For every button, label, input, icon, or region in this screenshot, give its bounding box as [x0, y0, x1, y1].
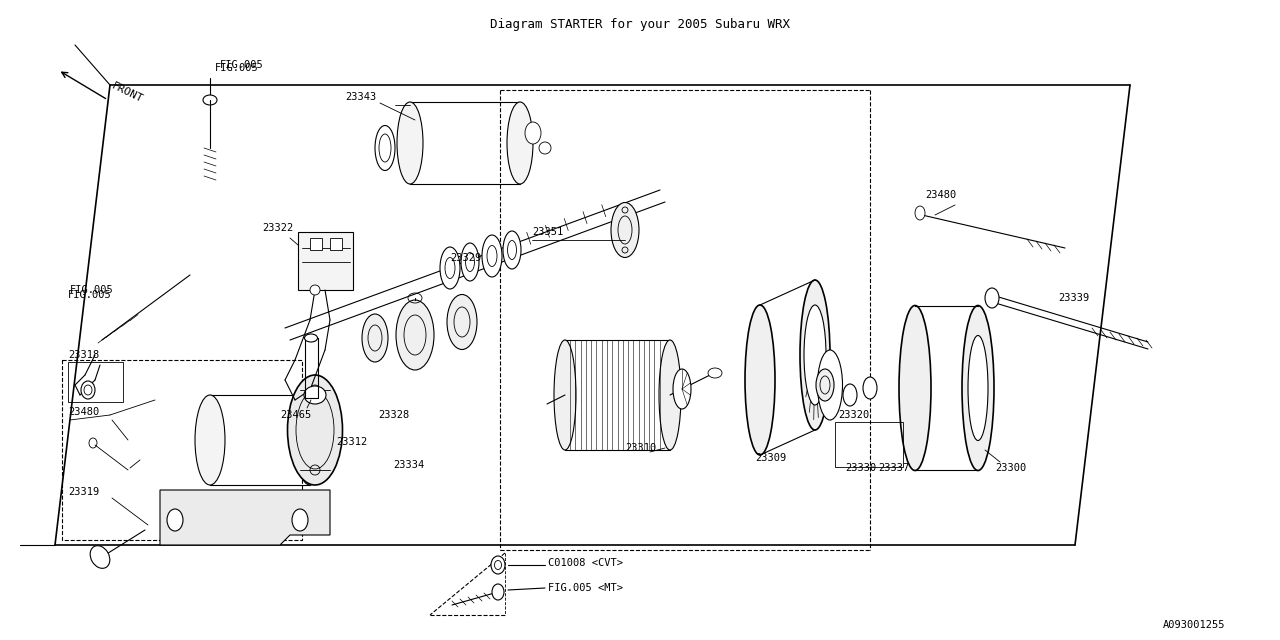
- Ellipse shape: [288, 375, 343, 485]
- Ellipse shape: [461, 243, 479, 281]
- Ellipse shape: [362, 314, 388, 362]
- Ellipse shape: [305, 386, 326, 404]
- Ellipse shape: [986, 288, 998, 308]
- Ellipse shape: [800, 280, 829, 430]
- Text: 23312: 23312: [337, 437, 367, 447]
- Polygon shape: [160, 490, 330, 545]
- Ellipse shape: [166, 509, 183, 531]
- Ellipse shape: [611, 202, 639, 257]
- Ellipse shape: [863, 377, 877, 399]
- Ellipse shape: [195, 395, 225, 485]
- Ellipse shape: [963, 305, 995, 470]
- Ellipse shape: [397, 102, 422, 184]
- Ellipse shape: [525, 122, 541, 144]
- Ellipse shape: [294, 395, 325, 485]
- Ellipse shape: [204, 95, 218, 105]
- Text: 23322: 23322: [262, 223, 293, 233]
- Bar: [298, 232, 353, 290]
- Ellipse shape: [554, 340, 576, 450]
- Text: 23330: 23330: [845, 463, 877, 473]
- Ellipse shape: [708, 368, 722, 378]
- Text: 23337: 23337: [878, 463, 909, 473]
- Bar: [330, 238, 342, 250]
- Text: FRONT: FRONT: [110, 81, 145, 104]
- Ellipse shape: [492, 556, 506, 574]
- Text: 23329: 23329: [451, 253, 481, 263]
- Text: 23310: 23310: [625, 443, 657, 453]
- Ellipse shape: [844, 384, 858, 406]
- Text: 23328: 23328: [378, 410, 410, 420]
- Ellipse shape: [507, 102, 532, 184]
- Text: 23465: 23465: [280, 410, 311, 420]
- Ellipse shape: [81, 381, 95, 399]
- Ellipse shape: [305, 334, 317, 342]
- Ellipse shape: [440, 247, 460, 289]
- Ellipse shape: [915, 206, 925, 220]
- Bar: [310, 238, 323, 250]
- Text: 23343: 23343: [346, 92, 376, 102]
- Ellipse shape: [375, 125, 396, 170]
- Bar: [835, 422, 902, 467]
- Ellipse shape: [292, 509, 308, 531]
- Text: 23339: 23339: [1059, 293, 1089, 303]
- Text: C01008 <CVT>: C01008 <CVT>: [548, 558, 623, 568]
- Ellipse shape: [90, 546, 110, 568]
- Ellipse shape: [659, 340, 681, 450]
- Text: 23351: 23351: [532, 227, 563, 237]
- Text: A093001255: A093001255: [1162, 620, 1225, 630]
- Text: 23480: 23480: [925, 190, 956, 200]
- Ellipse shape: [899, 305, 931, 470]
- Text: FIG.005: FIG.005: [70, 285, 114, 295]
- Ellipse shape: [503, 231, 521, 269]
- Text: 23480: 23480: [68, 407, 100, 417]
- Ellipse shape: [483, 235, 502, 277]
- Text: 23309: 23309: [755, 453, 786, 463]
- Bar: [61, 360, 302, 540]
- Text: Diagram STARTER for your 2005 Subaru WRX: Diagram STARTER for your 2005 Subaru WRX: [490, 18, 790, 31]
- Ellipse shape: [673, 369, 691, 409]
- Text: FIG.005: FIG.005: [220, 60, 264, 70]
- Ellipse shape: [310, 285, 320, 295]
- Ellipse shape: [396, 300, 434, 370]
- Text: 23318: 23318: [68, 350, 100, 360]
- Text: 23334: 23334: [393, 460, 424, 470]
- Ellipse shape: [968, 335, 988, 440]
- Ellipse shape: [492, 584, 504, 600]
- Text: FIG.005: FIG.005: [68, 290, 111, 300]
- Ellipse shape: [817, 369, 835, 401]
- Text: FIG.005: FIG.005: [215, 63, 259, 73]
- Ellipse shape: [818, 350, 842, 420]
- Text: 23320: 23320: [838, 410, 869, 420]
- Ellipse shape: [447, 294, 477, 349]
- Bar: [68, 362, 123, 402]
- Text: 23319: 23319: [68, 487, 100, 497]
- Text: FIG.005 <MT>: FIG.005 <MT>: [548, 583, 623, 593]
- Text: 23300: 23300: [995, 463, 1027, 473]
- Ellipse shape: [804, 305, 826, 405]
- Ellipse shape: [745, 305, 774, 455]
